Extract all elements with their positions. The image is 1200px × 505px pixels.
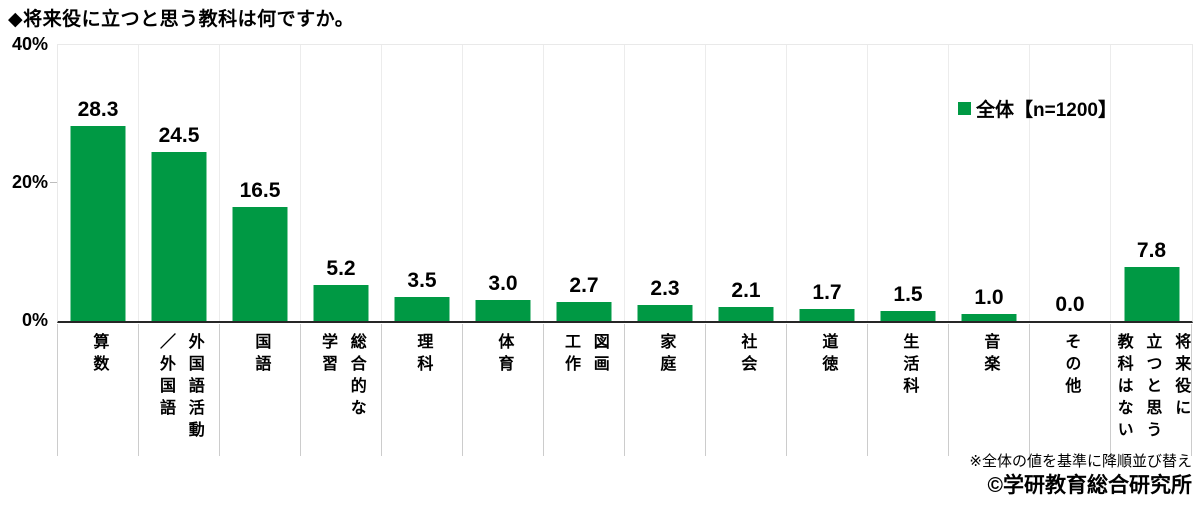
bar-value-label: 1.0 bbox=[974, 286, 1004, 310]
bar-column: 3.5 bbox=[382, 45, 463, 321]
bar-value-label: 2.1 bbox=[731, 278, 761, 302]
bar-column: 7.8 bbox=[1111, 45, 1192, 321]
bar-column: 28.3 bbox=[58, 45, 139, 321]
bar-6 bbox=[556, 302, 612, 321]
bar-column: 5.2 bbox=[301, 45, 382, 321]
x-axis-label: 生活科 bbox=[868, 324, 949, 456]
x-axis-label-text: 道徳 bbox=[819, 333, 837, 377]
bar-value-label: 7.8 bbox=[1136, 239, 1167, 263]
x-axis-label-text: 国語 bbox=[252, 333, 270, 377]
y-axis-tick-40: 40% bbox=[11, 34, 48, 54]
x-axis-label-text: 社会 bbox=[738, 333, 756, 377]
plot-area: 28.3 24.5 16.5 5.2 3.5 3.0 2.7 2.3 2.1 1.7 1.5 1.0 0… bbox=[57, 44, 1193, 323]
sort-note: ※全体の値を基準に降順並び替え bbox=[969, 453, 1192, 470]
bar-13 bbox=[1124, 267, 1179, 321]
bar-column: 2.1 bbox=[706, 45, 787, 321]
bar-9 bbox=[799, 309, 855, 321]
bar-value-label: 1.5 bbox=[893, 282, 923, 306]
chart-title: ◆将来役に立つと思う教科は何ですか。 bbox=[8, 9, 355, 30]
bar-value-label: 3.5 bbox=[407, 268, 437, 292]
bar-column: 2.7 bbox=[544, 45, 625, 321]
x-axis-label: 道徳 bbox=[787, 324, 868, 456]
x-axis-label-text: 家庭 bbox=[657, 333, 675, 377]
x-axis-label: 図画 工作 bbox=[544, 324, 625, 456]
x-axis-label-text: 算数 bbox=[90, 333, 108, 377]
bar-value-label: 2.3 bbox=[650, 277, 680, 301]
bar-column: 1.0 bbox=[949, 45, 1030, 321]
x-axis-label: 家庭 bbox=[625, 324, 706, 456]
bar-8 bbox=[718, 306, 774, 321]
y-axis-tick-0: 0% bbox=[21, 310, 48, 330]
bar-column: 0.0 bbox=[1030, 45, 1111, 321]
bar-column: 2.3 bbox=[625, 45, 706, 321]
bar-column: 16.5 bbox=[220, 45, 301, 321]
copyright: ©学研教育総合研究所 bbox=[987, 474, 1192, 497]
x-axis-label-text: 音楽 bbox=[981, 333, 999, 377]
x-axis-label: 理科 bbox=[382, 324, 463, 456]
bar-10 bbox=[880, 310, 936, 321]
x-axis-label: その他 bbox=[1030, 324, 1111, 456]
x-axis-label-text: 体育 bbox=[495, 333, 513, 377]
x-axis-label-text: 将来役に 立つと思う 教科はない bbox=[1114, 333, 1190, 443]
bar-3 bbox=[313, 285, 369, 321]
legend-label: 全体【n=1200】 bbox=[976, 100, 1117, 121]
legend-swatch-icon bbox=[958, 102, 971, 115]
x-axis-label-text: 総合的な 学習 bbox=[319, 333, 365, 421]
x-axis-label-text: その他 bbox=[1062, 333, 1080, 399]
bar-column: 1.7 bbox=[787, 45, 868, 321]
bar-value-label: 1.7 bbox=[812, 281, 842, 305]
x-axis-labels: 算数 外国語活動 ／外国語 国語 総合的な 学習 理科 体育 図画 工作 家庭 社会 道徳 生活科 音… bbox=[57, 324, 1192, 456]
bar-7 bbox=[637, 305, 693, 321]
x-axis-label: 総合的な 学習 bbox=[301, 324, 382, 456]
legend: 全体【n=1200】 bbox=[958, 95, 1117, 122]
bar-column: 1.5 bbox=[868, 45, 949, 321]
x-axis-label-text: 理科 bbox=[414, 333, 432, 377]
bar-value-label: 5.2 bbox=[326, 257, 356, 281]
bar-column: 3.0 bbox=[463, 45, 544, 321]
bar-1 bbox=[151, 151, 207, 321]
x-axis-label: 社会 bbox=[706, 324, 787, 456]
y-axis-tick-20: 20% bbox=[11, 172, 48, 192]
x-axis-label: 外国語活動 ／外国語 bbox=[139, 324, 220, 456]
bar-4 bbox=[394, 296, 450, 321]
x-axis-label: 体育 bbox=[463, 324, 544, 456]
bar-5 bbox=[475, 300, 531, 321]
bar-value-label: 3.0 bbox=[488, 272, 518, 296]
bar-column: 24.5 bbox=[139, 45, 220, 321]
x-axis-label: 算数 bbox=[58, 324, 139, 456]
bar-value-label: 0.0 bbox=[1055, 293, 1085, 316]
x-axis-label-text: 図画 工作 bbox=[562, 333, 608, 377]
x-axis-label: 将来役に 立つと思う 教科はない bbox=[1111, 324, 1192, 456]
bar-value-label: 28.3 bbox=[77, 97, 119, 121]
bar-value-label: 24.5 bbox=[158, 123, 200, 147]
y-axis-tickmark-20 bbox=[50, 182, 57, 183]
x-axis-label: 国語 bbox=[220, 324, 301, 456]
bar-0 bbox=[70, 125, 126, 321]
x-axis-label-text: 生活科 bbox=[900, 333, 918, 399]
bar-value-label: 16.5 bbox=[239, 179, 281, 203]
x-axis-label-text: 外国語活動 ／外国語 bbox=[157, 333, 203, 443]
bar-11 bbox=[961, 314, 1017, 321]
bar-value-label: 2.7 bbox=[569, 274, 599, 298]
x-axis-label: 音楽 bbox=[949, 324, 1030, 456]
bar-2 bbox=[232, 207, 288, 321]
